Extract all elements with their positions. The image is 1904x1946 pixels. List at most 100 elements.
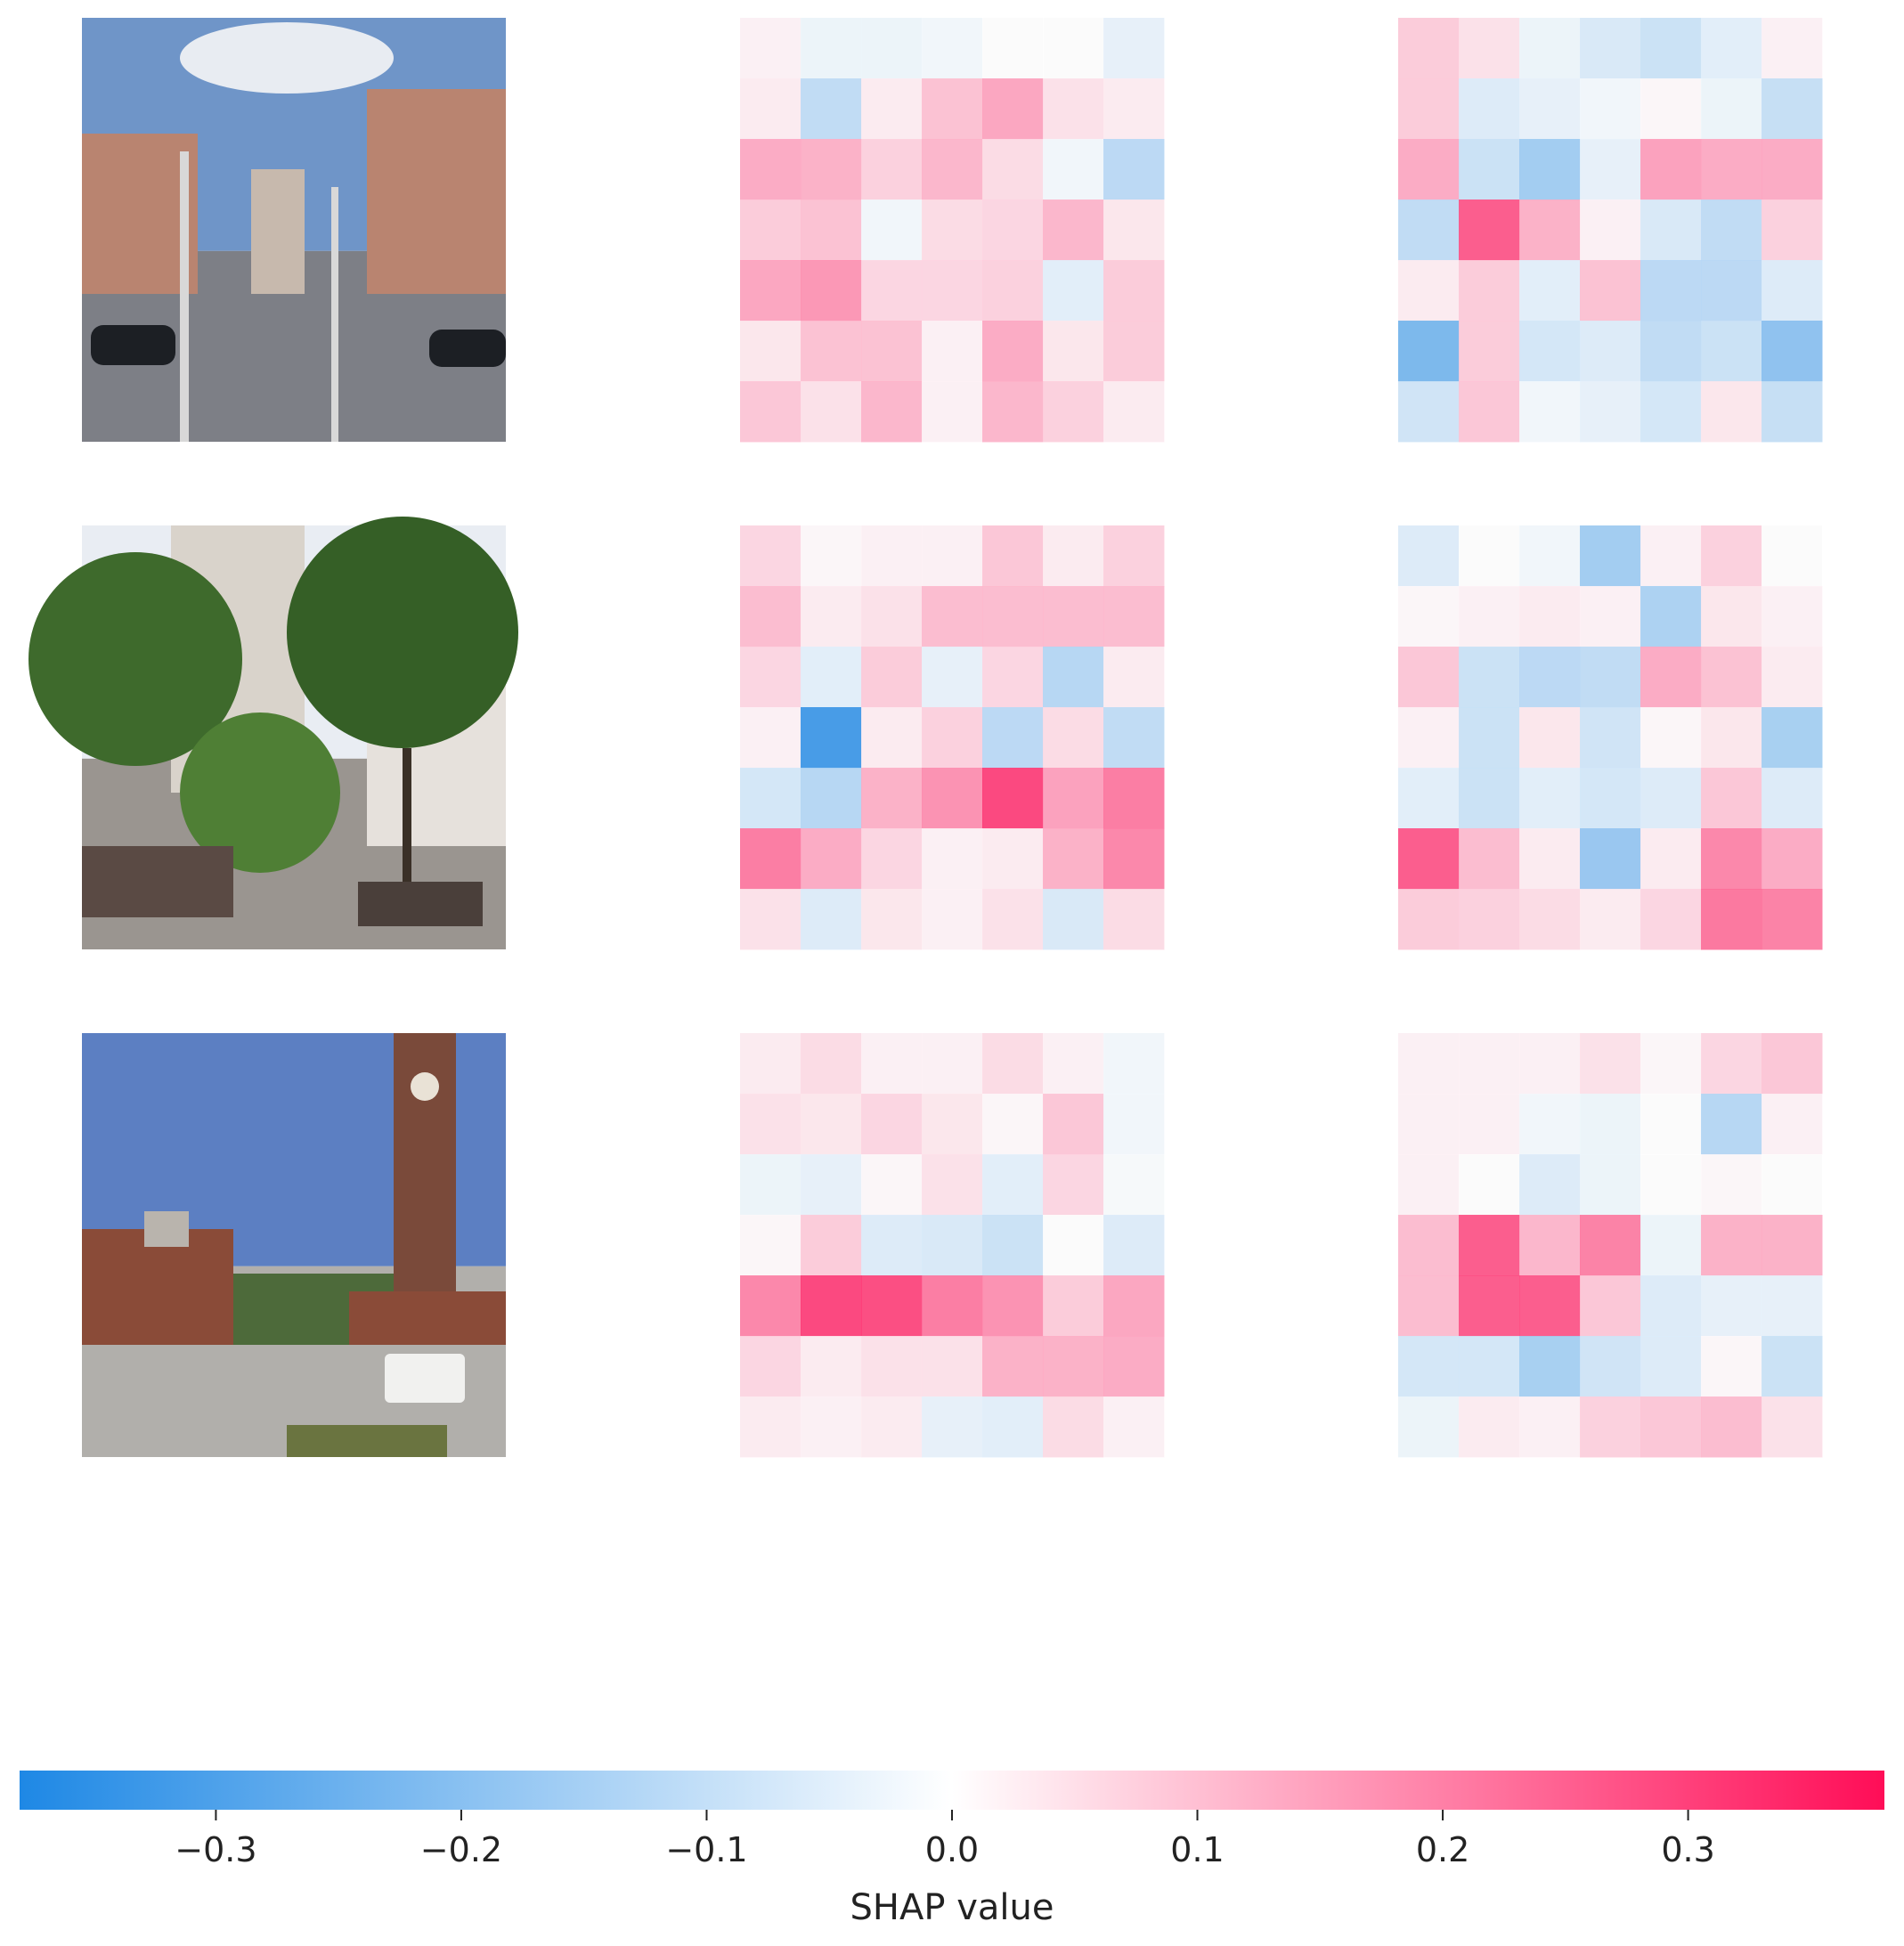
colorbar-tick-label: 0.3 (1661, 1830, 1714, 1869)
heatmap-cell (1398, 199, 1460, 261)
heatmap-cell (1701, 1396, 1762, 1458)
heatmap-cell (861, 889, 923, 950)
heatmap-cell (1459, 78, 1520, 140)
heatmap-cell (1762, 768, 1823, 829)
heatmap-cell (1580, 1336, 1641, 1397)
heatmap-cell (982, 78, 1044, 140)
heatmap-cell (1459, 260, 1520, 322)
heatmap-cell (1762, 889, 1823, 950)
heatmap-cell (1398, 139, 1460, 200)
heatmap-cell (1580, 768, 1641, 829)
colorbar-tick-label: −0.2 (420, 1830, 502, 1869)
heatmap-cell (1519, 381, 1581, 443)
heatmap-cell (1580, 647, 1641, 708)
heatmap-cell (1762, 18, 1823, 79)
shap-heatmap (1398, 525, 1823, 950)
heatmap-cell (982, 18, 1044, 79)
heatmap-cell (1459, 381, 1520, 443)
heatmap-cell (1640, 139, 1702, 200)
heatmap-cell (801, 199, 862, 261)
heatmap-cell (1519, 525, 1581, 587)
heatmap-cell (982, 199, 1044, 261)
heatmap-cell (861, 647, 923, 708)
heatmap-cell (801, 707, 862, 769)
heatmap-cell (1398, 525, 1460, 587)
heatmap-cell (740, 889, 801, 950)
heatmap-cell (1580, 78, 1641, 140)
heatmap-cell (1701, 647, 1762, 708)
heatmap-cell (861, 707, 923, 769)
heatmap-cell (861, 586, 923, 647)
heatmap-cell (1580, 321, 1641, 382)
heatmap-cell (740, 525, 801, 587)
heatmap-cell (1103, 1396, 1165, 1458)
heatmap-cell (1640, 707, 1702, 769)
heatmap-cell (1398, 260, 1460, 322)
colorbar-ticks: −0.3 −0.2 −0.1 0.0 0.1 0.2 0.3 (175, 1810, 1715, 1869)
heatmap-cell (1640, 647, 1702, 708)
heatmap-cell (861, 381, 923, 443)
heatmap-cell (1580, 586, 1641, 647)
colorbar-tick-label: −0.1 (665, 1830, 747, 1869)
heatmap-cell (982, 828, 1044, 890)
heatmap-cell (1398, 381, 1460, 443)
heatmap-cell (1762, 1336, 1823, 1397)
heatmap-cell (1762, 139, 1823, 200)
heatmap-cell (861, 1094, 923, 1155)
heatmap-cell (982, 1396, 1044, 1458)
heatmap-cell (1398, 321, 1460, 382)
heatmap-cell (1103, 260, 1165, 322)
heatmap-cell (1519, 199, 1581, 261)
heatmap-cell (1398, 1275, 1460, 1337)
heatmap-cell (1459, 199, 1520, 261)
colorbar-tick-label: 0.2 (1416, 1830, 1469, 1869)
heatmap-cell (801, 525, 862, 587)
heatmap-cell (801, 1154, 862, 1216)
heatmap-cell (1398, 707, 1460, 769)
heatmap-cell (1580, 889, 1641, 950)
heatmap-cell (1459, 1275, 1520, 1337)
heatmap-cell (861, 1275, 923, 1337)
heatmap-cell (861, 139, 923, 200)
colorbar-gradient (20, 1771, 1884, 1810)
shap-heatmap (740, 525, 1165, 950)
heatmap-cell (982, 1154, 1044, 1216)
heatmap-cell (1043, 1336, 1104, 1397)
heatmap-cell (982, 647, 1044, 708)
heatmap-cell (922, 1094, 983, 1155)
heatmap-cell (1519, 889, 1581, 950)
heatmap-cell (861, 1215, 923, 1276)
colorbar-tick-label: 0.0 (925, 1830, 979, 1869)
heatmap-cell (1519, 1336, 1581, 1397)
heatmap-cell (1043, 1396, 1104, 1458)
heatmap-cell (1043, 1033, 1104, 1095)
heatmap-cell (1398, 1094, 1460, 1155)
heatmap-cell (1701, 768, 1762, 829)
heatmap-cell (740, 199, 801, 261)
heatmap-cell (1762, 78, 1823, 140)
heatmap-cell (1701, 1033, 1762, 1095)
heatmap-cell (1762, 1094, 1823, 1155)
heatmap-cell (1701, 1275, 1762, 1337)
heatmap-cell (1519, 1275, 1581, 1337)
heatmap-cell (1043, 707, 1104, 769)
heatmap-cell (1043, 889, 1104, 950)
heatmap-cell (922, 321, 983, 382)
heatmap-cell (1398, 828, 1460, 890)
heatmap-cell (922, 260, 983, 322)
heatmap-cell (1701, 1094, 1762, 1155)
heatmap-cell (740, 768, 801, 829)
heatmap-cell (1701, 321, 1762, 382)
heatmap-cell (1103, 586, 1165, 647)
heatmap-cell (1519, 707, 1581, 769)
heatmap-cell (801, 889, 862, 950)
heatmap-cell (1701, 707, 1762, 769)
heatmap-cell (1459, 1396, 1520, 1458)
heatmap-cell (1580, 1154, 1641, 1216)
heatmap-cell (1043, 1275, 1104, 1337)
heatmap-cell (1762, 647, 1823, 708)
heatmap-cell (1459, 828, 1520, 890)
heatmap-cell (1398, 1154, 1460, 1216)
heatmap-cell (1701, 586, 1762, 647)
heatmap-cell (861, 1033, 923, 1095)
